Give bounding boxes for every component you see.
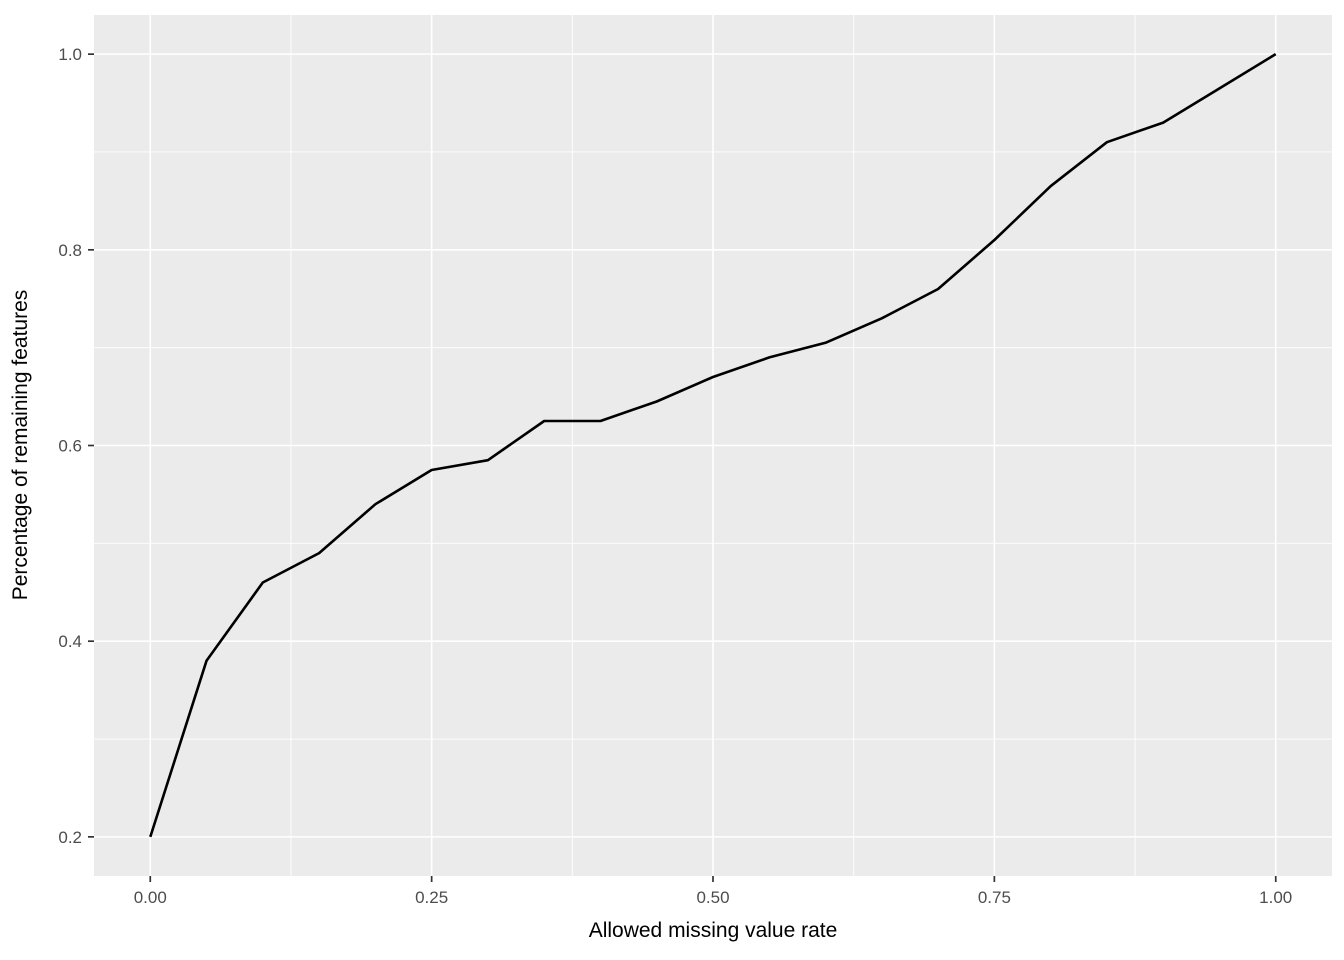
x-tick-label: 0.25 (415, 888, 448, 907)
line-series (149, 52, 1277, 838)
tick-labels: 0.00 0.25 0.50 0.75 1.00 0.2 0.4 0.6 0.8 1.0 (58, 45, 1292, 907)
data-series (149, 52, 1277, 838)
x-axis-title: Allowed missing value rate (589, 919, 838, 942)
y-axis-title: Percentage of remaining features (9, 290, 32, 601)
x-tick-label: 0.00 (134, 888, 167, 907)
y-tick-label: 0.6 (58, 437, 82, 456)
x-tick-label: 1.00 (1259, 888, 1292, 907)
x-tick-label: 0.75 (978, 888, 1011, 907)
gridlines (94, 15, 1332, 876)
y-tick-label: 1.0 (58, 45, 82, 64)
y-tick-label: 0.4 (58, 632, 82, 651)
y-tick-label: 0.2 (58, 828, 82, 847)
axis-ticks (88, 53, 1277, 882)
x-tick-label: 0.50 (696, 888, 729, 907)
y-tick-label: 0.8 (58, 241, 82, 260)
